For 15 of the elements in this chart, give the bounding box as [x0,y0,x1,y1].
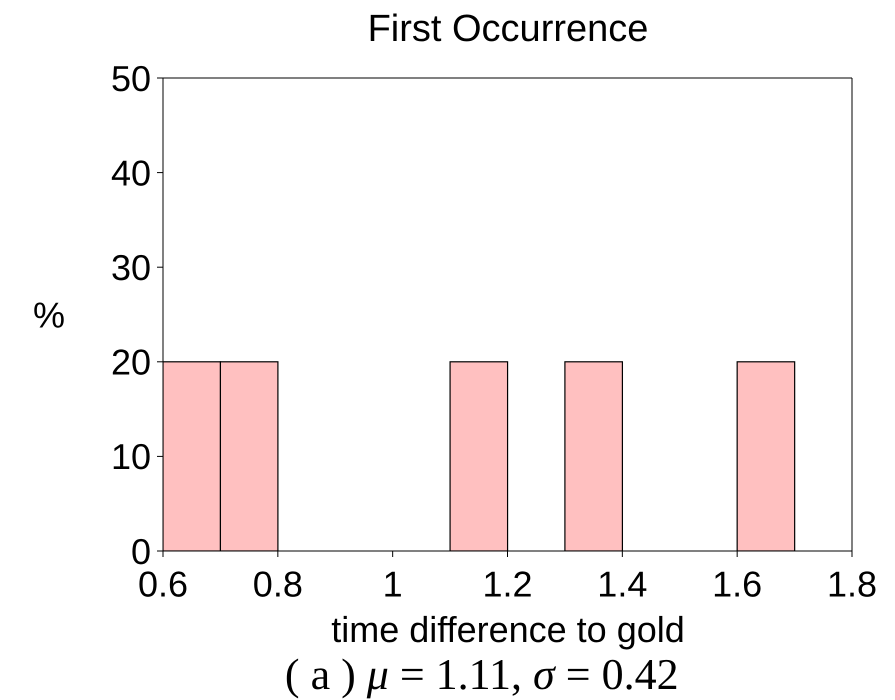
caption: ( a ) μ = 1.11, σ = 0.42 [284,651,680,700]
y-tick-label: 10 [110,436,151,478]
x-tick-label: 0.8 [252,564,303,605]
y-tick-label: 40 [110,152,151,194]
x-tick-label: 1.4 [597,564,648,605]
x-tick-label: 1.8 [826,564,878,605]
x-axis-title: time difference to gold [330,609,686,651]
y-tick-label: 20 [110,342,151,383]
x-tick-label: 1.6 [712,564,762,605]
x-tick-label: 1.2 [482,564,533,605]
y-tick-label: 50 [110,58,151,99]
chart-title: First Occurrence [366,8,650,51]
x-tick-label: 1 [382,564,403,605]
y-tick-label: 30 [110,246,151,288]
y-axis-title: % [33,294,66,336]
